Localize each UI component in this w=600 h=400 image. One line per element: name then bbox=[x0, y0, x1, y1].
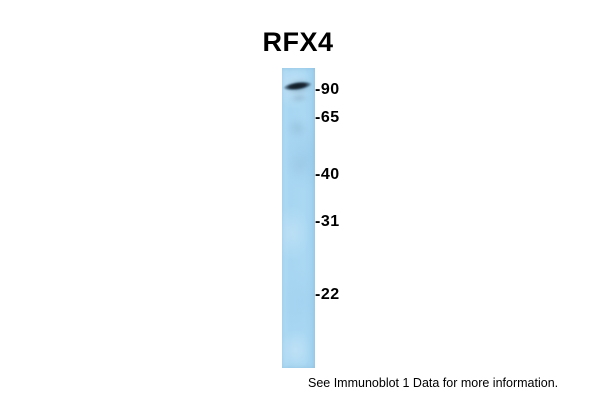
mw-marker-22: -22 bbox=[315, 286, 340, 303]
footer-note: See Immunoblot 1 Data for more informati… bbox=[308, 376, 559, 390]
mw-marker-40: -40 bbox=[315, 166, 340, 183]
faint-smudge-upper bbox=[285, 116, 310, 140]
faint-smudge-lower bbox=[287, 152, 311, 178]
mw-marker-31: -31 bbox=[315, 213, 340, 230]
mw-marker-65: -65 bbox=[315, 109, 340, 126]
blot-lane bbox=[278, 68, 319, 368]
figure-title: RFX4 bbox=[262, 27, 334, 57]
mw-marker-90: -90 bbox=[315, 81, 340, 98]
